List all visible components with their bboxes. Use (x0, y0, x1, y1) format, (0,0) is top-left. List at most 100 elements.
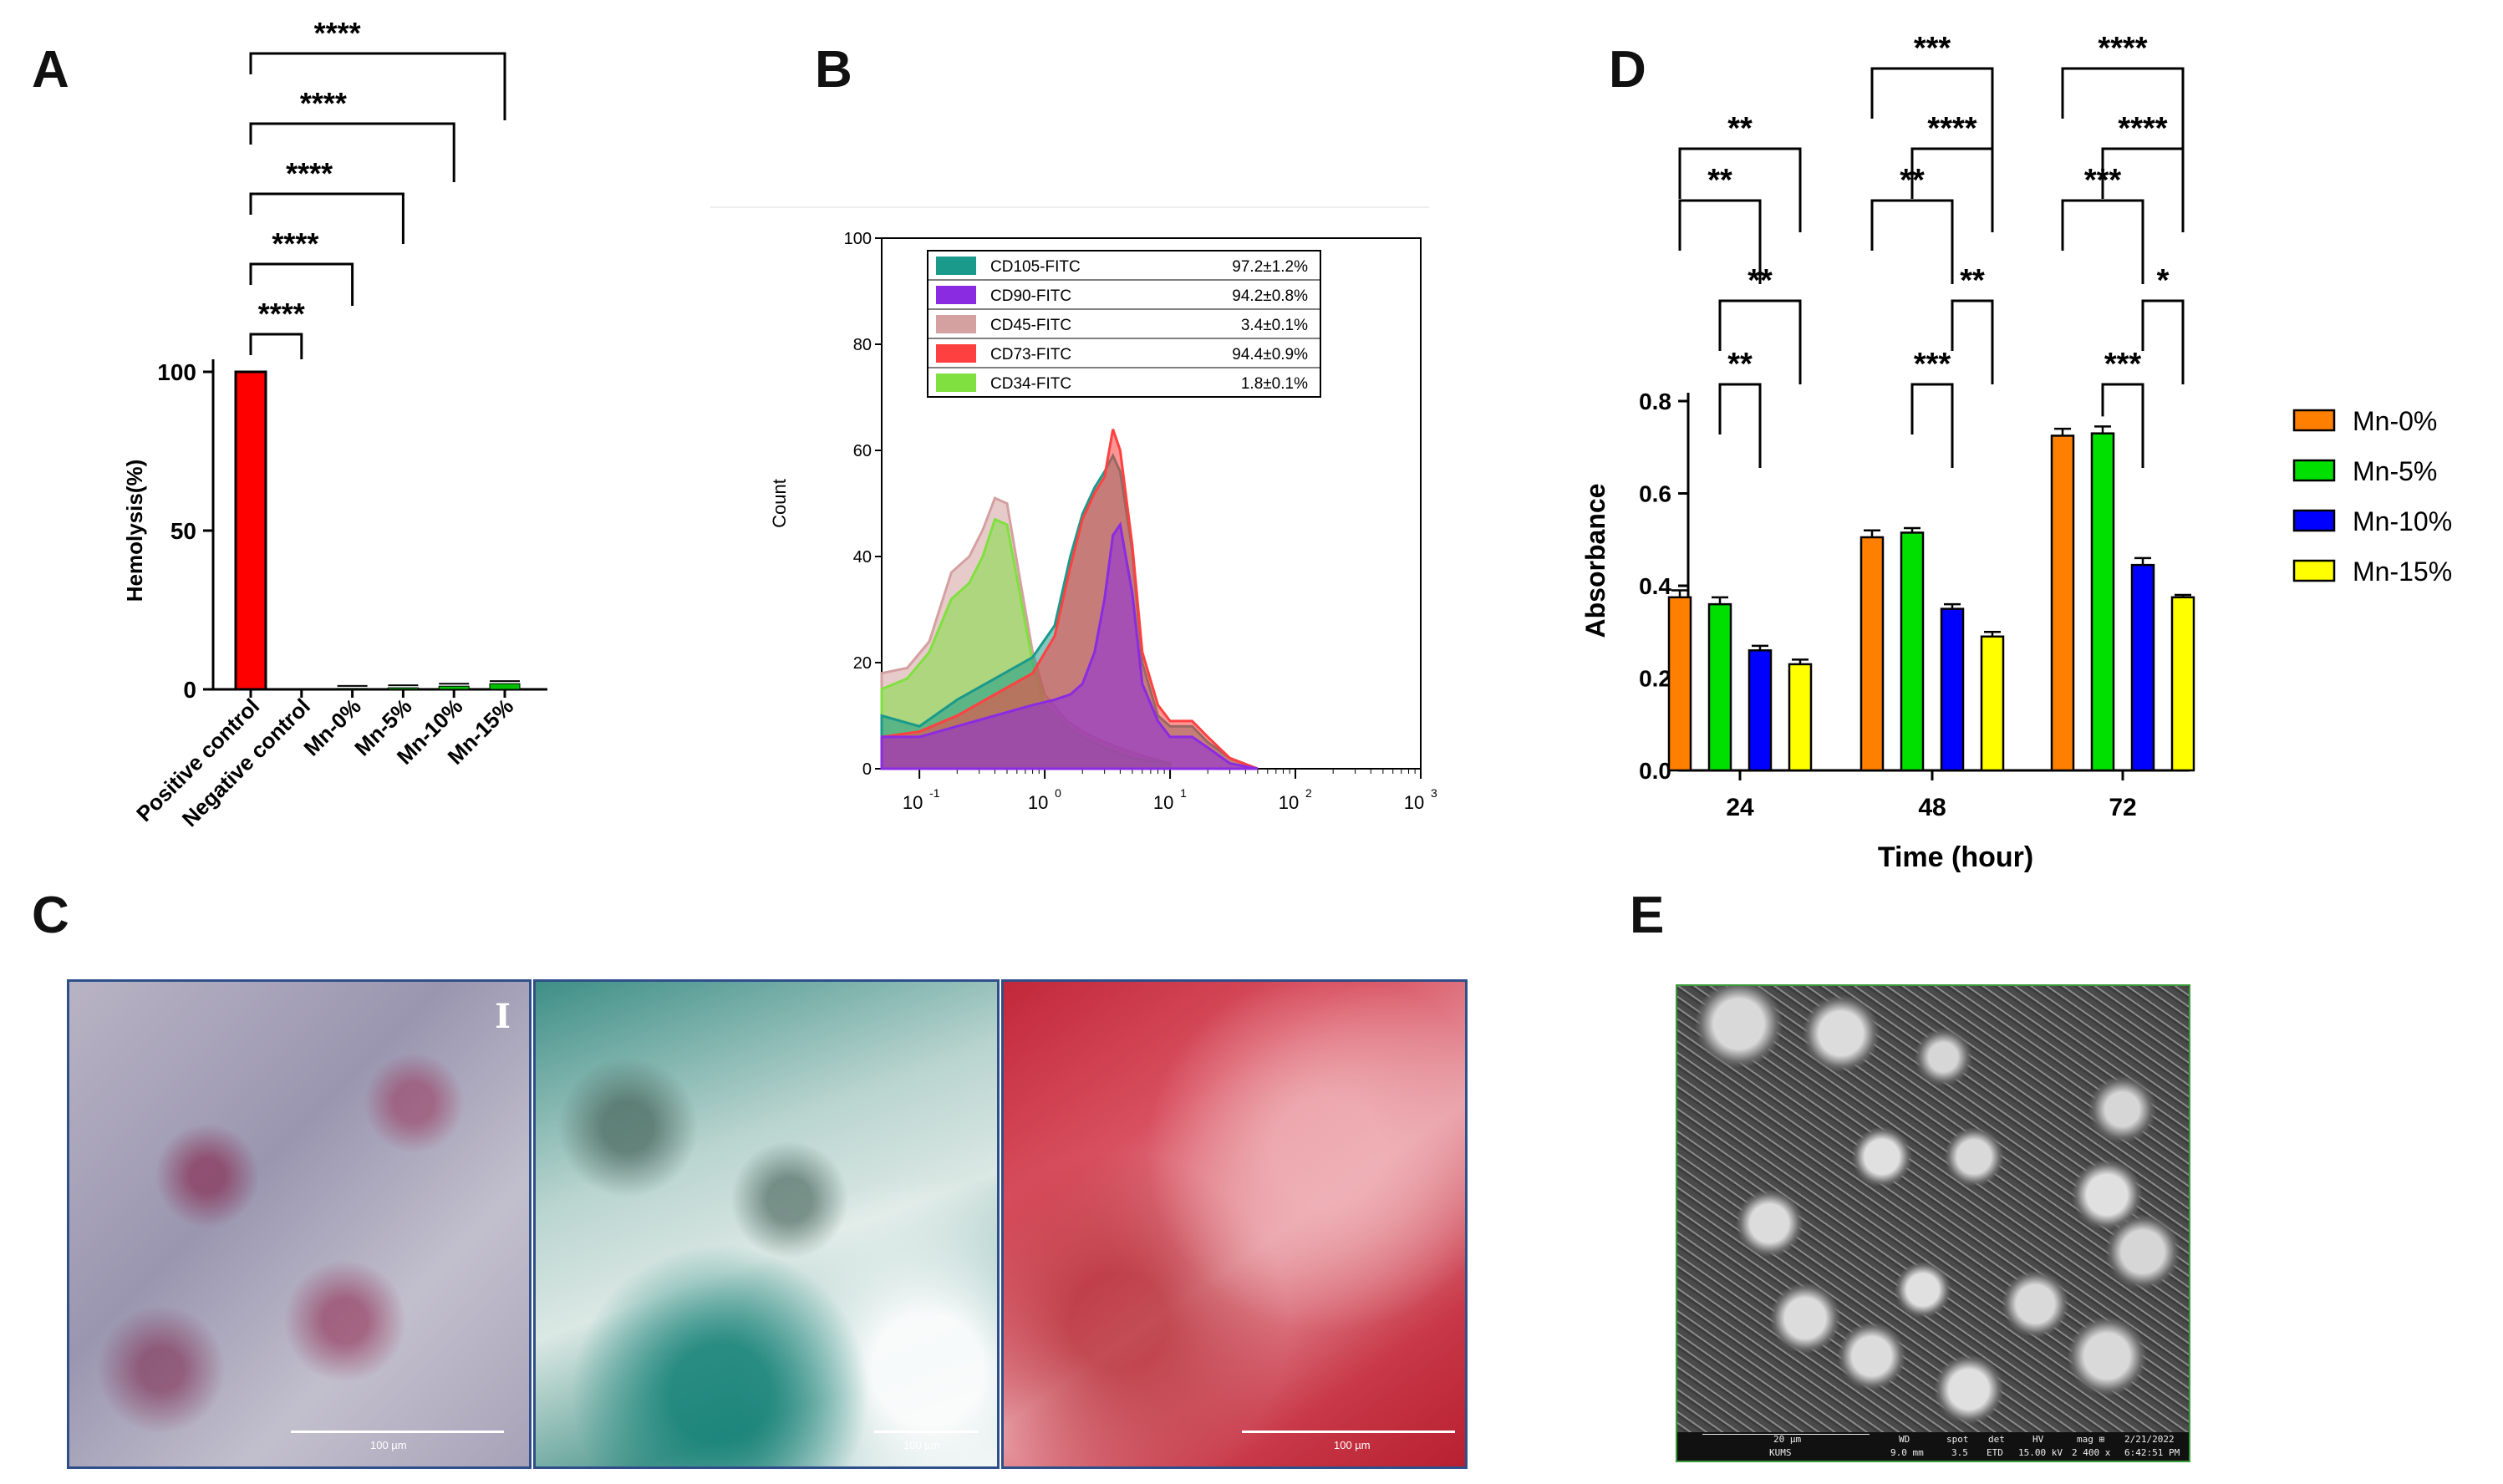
legend-value: 3.4±0.1% (1241, 317, 1308, 334)
bar (1980, 635, 2005, 772)
sem-hv-value: 15.00 kV (2018, 1447, 2063, 1458)
y-axis-label: Absorbance (1580, 484, 1610, 638)
scale-bar (1242, 1431, 1455, 1433)
histogram-cd90-fitc (880, 521, 1259, 770)
legend-value: 97.2±1.2% (1232, 258, 1308, 276)
bar (1859, 536, 1885, 772)
significance-bracket (2101, 383, 2144, 468)
y-tick-label: 0.2 (1639, 666, 1671, 692)
bar (1667, 596, 1692, 772)
panel-label-c: C (32, 887, 69, 944)
y-tick-label: 100 (844, 230, 872, 248)
scale-bar-label: 100 µm (1334, 1439, 1371, 1451)
sem-scale-label: 20 µm (1773, 1434, 1802, 1445)
bar (234, 370, 267, 691)
significance-bracket (249, 262, 354, 306)
scale-bar (291, 1431, 504, 1433)
significance-label: *** (2084, 163, 2122, 198)
scale-bar-label: 100 µm (903, 1439, 940, 1451)
x-tick-label: 10 (903, 792, 923, 813)
significance-bracket (1718, 383, 1762, 468)
sem-date: 2/21/2022 (2124, 1434, 2175, 1445)
significance-label: **** (2098, 31, 2147, 66)
x-tick-label: 48 (1918, 794, 1946, 821)
x-tick-label: 10 (1404, 792, 1424, 813)
sem-info-bar: 20 µm KUMS WD 9.0 mm spot 3.5 det ETD HV… (1677, 1432, 2189, 1461)
sem-spot-value: 3.5 (1951, 1447, 1968, 1458)
significance-bracket (1678, 199, 1762, 284)
significance-label: ** (1707, 163, 1732, 198)
alcian-blue-stain-image: 100 µm (533, 979, 1000, 1469)
x-tick-label: 10 (1279, 792, 1299, 813)
legend-label: CD73-FITC (990, 346, 1071, 363)
bar (1748, 649, 1773, 772)
oil-red-o-stain-image: I 100 µm (67, 979, 532, 1469)
legend-swatch (2292, 559, 2336, 582)
x-tick-label: 10 (1153, 792, 1173, 813)
significance-bracket (249, 52, 506, 120)
y-tick-label: 0.0 (1639, 758, 1671, 784)
bar (1940, 607, 1965, 772)
x-tick-label: Mn-0% (298, 694, 365, 760)
y-tick-label: 100 (157, 359, 196, 385)
legend-label: Mn-15% (2353, 556, 2452, 587)
y-tick-label: 0.4 (1639, 573, 1671, 599)
bar (2090, 432, 2115, 772)
panel-label-e: E (1630, 887, 1665, 944)
bar (489, 683, 521, 690)
y-axis-label: Hemolysis(%) (122, 460, 147, 602)
significance-bracket (1678, 147, 1802, 232)
legend-value: 1.8±0.1% (1241, 375, 1308, 393)
legend-swatch (936, 286, 976, 304)
bar (438, 685, 470, 690)
significance-bracket (2061, 67, 2185, 152)
significance-label: *** (2104, 347, 2142, 382)
bar (1788, 663, 1813, 772)
significance-bracket (1718, 299, 1802, 384)
sem-lab-label: KUMS (1769, 1447, 1792, 1458)
sem-image: 20 µm KUMS WD 9.0 mm spot 3.5 det ETD HV… (1676, 984, 2190, 1462)
legend-label: Mn-10% (2353, 506, 2452, 536)
significance-label: * (2157, 263, 2170, 298)
legend-swatch (2292, 509, 2336, 532)
significance-label: ** (1900, 163, 1925, 198)
legend-label: CD105-FITC (990, 258, 1081, 276)
sem-mag-label: mag ⊞ (2077, 1434, 2105, 1445)
bar (2050, 435, 2075, 772)
sem-wd-label: WD (1899, 1434, 1910, 1445)
scale-bar-label: 100 µm (370, 1439, 407, 1451)
significance-label: ** (1960, 263, 1985, 298)
significance-bracket (1870, 67, 1994, 152)
significance-label: **** (272, 226, 318, 261)
significance-bracket (249, 122, 455, 182)
significance-bracket (1910, 147, 1994, 232)
y-tick-label: 0 (862, 760, 872, 779)
significance-label: ** (1748, 263, 1773, 298)
panel-label-a: A (32, 41, 69, 99)
legend-box (927, 250, 1321, 398)
y-tick-label: 40 (853, 548, 872, 567)
sem-mag-value: 2 400 x (2072, 1447, 2111, 1458)
x-axis-label: Time (hour) (1878, 841, 2033, 873)
y-tick-label: 20 (853, 654, 872, 673)
y-tick-label: 50 (170, 518, 196, 544)
sem-time: 6:42:51 PM (2124, 1447, 2180, 1458)
image-marker: I (495, 997, 511, 1036)
significance-label: **** (258, 297, 305, 331)
legend-label: Mn-0% (2353, 406, 2437, 436)
significance-label: **** (286, 156, 333, 191)
sem-hv-label: HV (2032, 1434, 2044, 1445)
y-tick-label: 0.6 (1639, 481, 1671, 507)
x-tick-exponent: -1 (929, 786, 940, 800)
sem-det-label: det (1988, 1434, 2005, 1445)
scale-bar (874, 1431, 979, 1433)
significance-label: *** (1914, 31, 1951, 66)
bar (2170, 596, 2195, 772)
y-axis-label: Count (769, 479, 790, 528)
significance-label: **** (2118, 111, 2167, 146)
bar (387, 687, 419, 690)
legend-swatch (2292, 409, 2336, 432)
y-tick-label: 60 (853, 442, 872, 460)
bar (1707, 602, 1732, 772)
